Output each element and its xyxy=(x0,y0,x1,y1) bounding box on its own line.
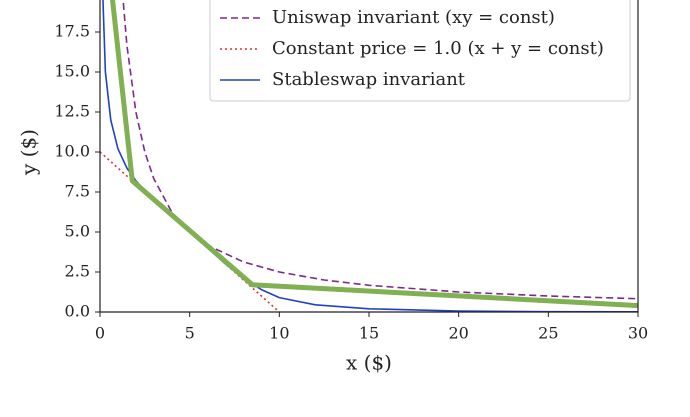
x-tick-label: 0 xyxy=(95,324,105,343)
legend-label: Uniswap invariant (xy = const) xyxy=(272,7,555,28)
x-tick-label: 15 xyxy=(359,324,379,343)
x-tick-label: 25 xyxy=(538,324,558,343)
series-line xyxy=(110,0,638,309)
x-tick-label: 10 xyxy=(269,324,289,343)
y-axis-label: y ($) xyxy=(17,129,41,176)
y-tick-label: 2.5 xyxy=(65,262,90,281)
y-tick-label: 5.0 xyxy=(65,222,90,241)
y-tick-label: 17.5 xyxy=(54,22,90,41)
y-tick-label: 12.5 xyxy=(54,102,90,121)
y-tick-label: 7.5 xyxy=(65,182,90,201)
y-tick-label: 0.0 xyxy=(65,302,90,321)
legend-box xyxy=(209,0,631,102)
x-axis-label: x ($) xyxy=(346,351,392,375)
legend-label: Constant price = 1.0 (x + y = const) xyxy=(272,38,604,59)
axes-frame xyxy=(99,0,639,313)
x-tick-label: 5 xyxy=(185,324,195,343)
y-tick-label: 15.0 xyxy=(54,62,90,81)
legend-label: Stableswap invariant xyxy=(272,69,466,90)
y-tick-label: 10.0 xyxy=(54,142,90,161)
x-tick-label: 30 xyxy=(628,324,648,343)
x-tick-label: 20 xyxy=(448,324,468,343)
